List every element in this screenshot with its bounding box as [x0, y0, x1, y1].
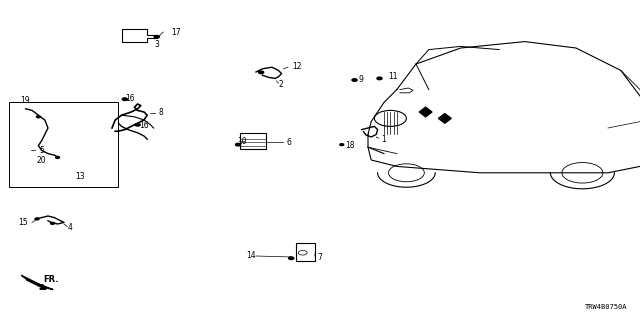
Circle shape: [340, 144, 344, 146]
Circle shape: [289, 257, 294, 260]
Text: 12: 12: [292, 62, 301, 71]
Polygon shape: [438, 114, 451, 123]
Text: 14: 14: [246, 252, 256, 260]
Text: 18: 18: [346, 141, 355, 150]
Text: TRW4B0750A: TRW4B0750A: [585, 304, 627, 310]
Text: 8: 8: [159, 108, 163, 117]
Circle shape: [377, 77, 382, 80]
Text: 5: 5: [40, 146, 45, 155]
Text: 20: 20: [36, 156, 46, 165]
Text: 9: 9: [358, 75, 364, 84]
Text: 10: 10: [237, 137, 246, 146]
Text: 13: 13: [76, 172, 85, 181]
Text: 17: 17: [172, 28, 181, 36]
Text: 2: 2: [278, 80, 283, 89]
Circle shape: [154, 36, 159, 38]
Text: 4: 4: [67, 223, 72, 232]
Circle shape: [122, 98, 127, 100]
Circle shape: [259, 71, 264, 74]
Bar: [240, 133, 266, 149]
Text: 15: 15: [18, 218, 28, 227]
Text: 6: 6: [287, 138, 292, 147]
Text: 16: 16: [140, 121, 149, 130]
Text: 19: 19: [20, 96, 30, 105]
Circle shape: [35, 218, 39, 220]
Bar: [296, 243, 315, 261]
Circle shape: [236, 143, 241, 146]
Polygon shape: [419, 107, 432, 117]
Circle shape: [135, 124, 140, 126]
Circle shape: [352, 79, 357, 81]
Text: 16: 16: [125, 94, 134, 103]
Text: 11: 11: [388, 72, 398, 81]
Text: 3: 3: [154, 40, 159, 49]
Polygon shape: [21, 275, 53, 290]
Circle shape: [36, 116, 40, 118]
Circle shape: [56, 156, 60, 158]
Text: 7: 7: [317, 253, 323, 262]
Circle shape: [51, 222, 54, 224]
Text: FR.: FR.: [44, 276, 59, 284]
Text: 1: 1: [381, 135, 385, 144]
